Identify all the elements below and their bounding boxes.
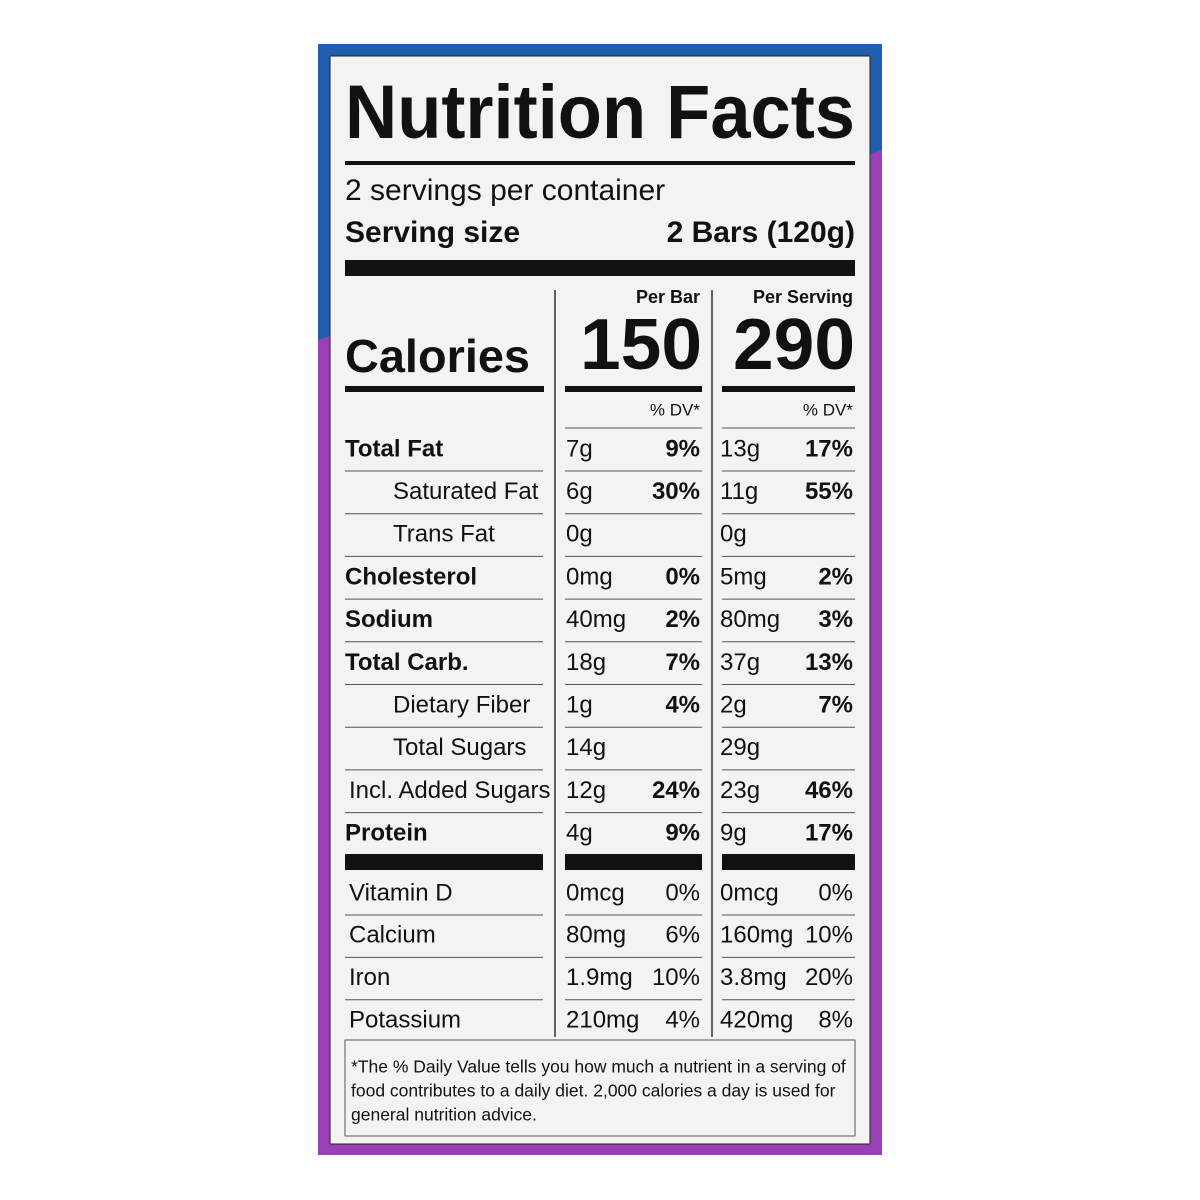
daily-value: 7% (665, 649, 700, 676)
amount: 0g (720, 521, 747, 548)
amount: 18g (566, 649, 606, 676)
thick-rule (565, 854, 702, 870)
daily-value: 9% (665, 820, 700, 847)
daily-value: 13% (805, 649, 853, 676)
dv-header: % DV* (803, 400, 853, 419)
amount: 6g (566, 478, 593, 505)
amount: 23g (720, 777, 760, 804)
label-background (329, 55, 871, 1145)
nutrient-name: Saturated Fat (393, 478, 539, 505)
amount: 0mcg (566, 879, 625, 906)
footnote: *The % Daily Value tells you how much a … (351, 1057, 846, 1077)
daily-value: 0% (818, 879, 853, 906)
serving-size-label: Serving size (345, 216, 520, 249)
title: Nutrition Facts (345, 70, 855, 155)
amount: 14g (566, 734, 606, 761)
daily-value: 7% (818, 692, 853, 719)
daily-value: 4% (665, 1007, 700, 1034)
daily-value: 17% (805, 820, 853, 847)
daily-value: 20% (805, 964, 853, 991)
daily-value: 0% (665, 563, 700, 590)
daily-value: 6% (665, 922, 700, 949)
nutrient-name: Incl. Added Sugars (349, 777, 550, 804)
nutrient-name: Total Fat (345, 435, 443, 462)
amount: 420mg (720, 1007, 793, 1034)
daily-value: 10% (652, 964, 700, 991)
daily-value: 8% (818, 1007, 853, 1034)
daily-value: 24% (652, 777, 700, 804)
calories-label: Calories (345, 330, 530, 382)
rule (345, 161, 855, 165)
amount: 11g (720, 478, 758, 505)
amount: 40mg (566, 606, 626, 633)
amount: 1g (566, 692, 593, 719)
nutrient-name: Sodium (345, 606, 433, 633)
amount: 4g (566, 820, 593, 847)
amount: 9g (720, 820, 747, 847)
daily-value: 2% (665, 606, 700, 633)
nutrient-name: Total Carb. (345, 649, 469, 676)
daily-value: 4% (665, 692, 700, 719)
nutrient-name: Protein (345, 820, 428, 847)
amount: 37g (720, 649, 760, 676)
nutrient-name: Total Sugars (393, 734, 526, 761)
rule (345, 386, 544, 392)
nutrient-name: Cholesterol (345, 563, 477, 590)
amount: 7g (566, 435, 593, 462)
amount: 13g (720, 435, 760, 462)
amount: 160mg (720, 922, 793, 949)
amount: 0mg (566, 563, 613, 590)
serving-size-value: 2 Bars (120g) (667, 216, 855, 249)
daily-value: 46% (805, 777, 853, 804)
amount: 12g (566, 777, 606, 804)
rule (722, 386, 855, 392)
daily-value: 17% (805, 435, 853, 462)
nutrient-name: Vitamin D (349, 879, 453, 906)
nutrient-name: Trans Fat (393, 521, 495, 548)
calories-value: 290 (733, 305, 855, 385)
daily-value: 55% (805, 478, 853, 505)
footnote-box (344, 1039, 856, 1137)
thick-rule (722, 854, 855, 870)
amount: 5mg (720, 563, 767, 590)
column-header: Per Serving (753, 287, 853, 307)
amount: 80mg (566, 922, 626, 949)
nutrient-name: Dietary Fiber (393, 692, 530, 719)
nutrient-name: Potassium (349, 1007, 461, 1034)
daily-value: 30% (652, 478, 700, 505)
daily-value: 3% (818, 606, 853, 633)
footnote: general nutrition advice. (351, 1105, 537, 1125)
calories-value: 150 (580, 305, 702, 385)
amount: 80mg (720, 606, 780, 633)
amount: 3.8mg (720, 964, 787, 991)
amount: 0g (566, 521, 593, 548)
footnote: food contributes to a daily diet. 2,000 … (351, 1081, 836, 1101)
nutrient-name: Iron (349, 964, 390, 991)
amount: 29g (720, 734, 760, 761)
amount: 0mcg (720, 879, 779, 906)
nutrient-name: Calcium (349, 922, 436, 949)
column-header: Per Bar (636, 287, 700, 307)
daily-value: 2% (818, 563, 853, 590)
servings: 2 servings per container (345, 174, 665, 207)
amount: 1.9mg (566, 964, 633, 991)
dv-header: % DV* (650, 400, 700, 419)
thick-rule (345, 854, 543, 870)
daily-value: 9% (665, 435, 700, 462)
thick-rule (345, 260, 855, 276)
rule (565, 386, 702, 392)
amount: 2g (720, 692, 747, 719)
daily-value: 0% (665, 879, 700, 906)
daily-value: 10% (805, 922, 853, 949)
amount: 210mg (566, 1007, 639, 1034)
